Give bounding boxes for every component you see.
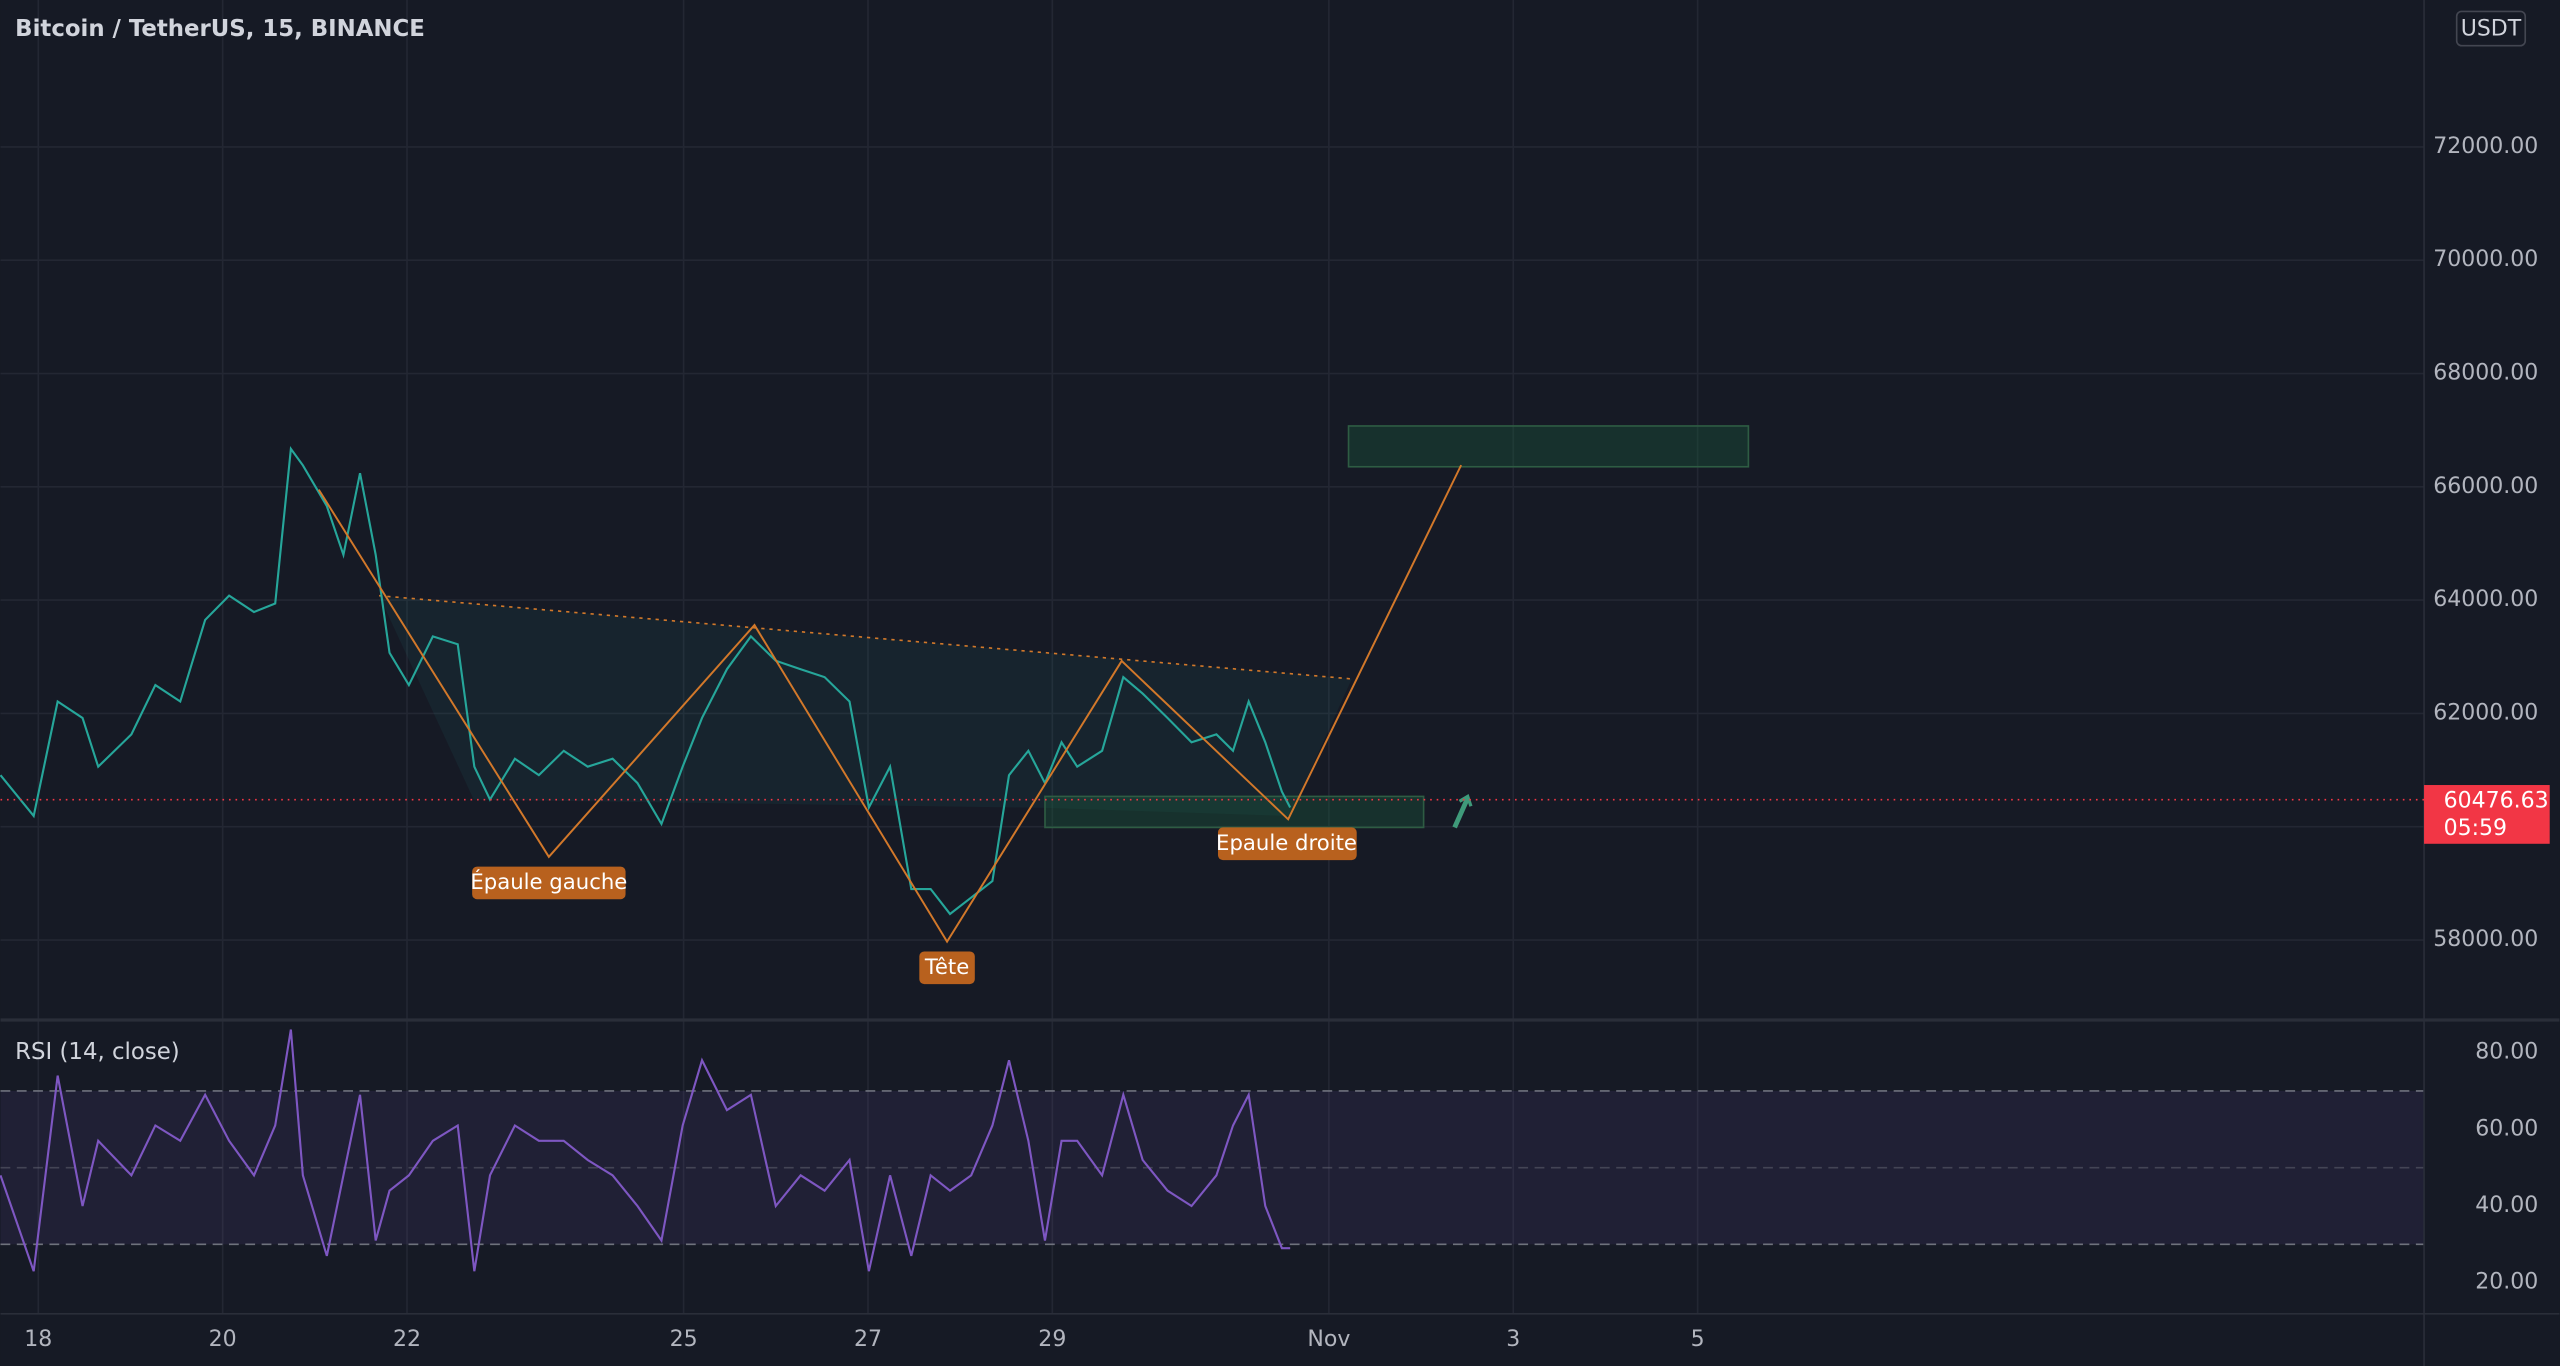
last-price-box (2424, 785, 2550, 844)
y-tick-label: 20.00 (2475, 1270, 2538, 1295)
x-tick-label: 5 (1691, 1327, 1705, 1352)
x-tick-label: 3 (1506, 1327, 1520, 1352)
last-price: 60476.63 (2444, 788, 2549, 813)
countdown: 05:59 (2444, 816, 2507, 841)
rsi-title: RSI (14, close) (15, 1039, 180, 1065)
y-tick-label: 60.00 (2475, 1116, 2538, 1141)
annotation: Épaule gauche (470, 869, 627, 895)
x-tick-label: 25 (670, 1327, 698, 1352)
label-box (1217, 827, 1357, 861)
y-tick-label: 64000.00 (2433, 587, 2538, 612)
y-tick-label: 40.00 (2475, 1193, 2538, 1218)
x-tick-label: 29 (1038, 1327, 1066, 1352)
x-tick-label: 22 (393, 1327, 421, 1352)
y-tick-label: 70000.00 (2433, 247, 2538, 272)
support-zone (1044, 795, 1425, 829)
label-box (472, 866, 626, 900)
pattern-area (379, 595, 1352, 817)
series-layer (0, 445, 1292, 1272)
label-box (919, 951, 975, 985)
series-line (0, 445, 1292, 916)
annotation: Epaule droite (1216, 831, 1357, 856)
y-tick-label: 72000.00 (2433, 134, 2538, 159)
x-tick-label: 18 (24, 1327, 52, 1352)
annotation: Tête (924, 955, 969, 980)
overlay: 182022252729Nov3558000.0060000.0062000.0… (0, 134, 2550, 1352)
y-tick-label: 68000.00 (2433, 361, 2538, 386)
y-tick-label: 66000.00 (2433, 474, 2538, 499)
chart-title: Bitcoin / TetherUS, 15, BINANCE (15, 16, 425, 42)
grid (0, 0, 2425, 1314)
arrow (1452, 797, 1470, 829)
rsi-band (0, 1090, 2425, 1245)
x-tick-label: 27 (854, 1327, 882, 1352)
y-tick-label: 80.00 (2475, 1040, 2538, 1065)
series-line (0, 1029, 1291, 1272)
y-tick-label: 58000.00 (2433, 927, 2538, 952)
arrow-head (1458, 793, 1473, 807)
x-tick-label: 20 (209, 1327, 237, 1352)
pattern-zigzag (317, 464, 1463, 944)
x-tick-label: Nov (1307, 1327, 1350, 1352)
currency: USDT (2461, 16, 2522, 41)
y-tick-label: 62000.00 (2433, 700, 2538, 725)
target-zone (1347, 425, 1750, 468)
currency-badge (2455, 10, 2527, 47)
